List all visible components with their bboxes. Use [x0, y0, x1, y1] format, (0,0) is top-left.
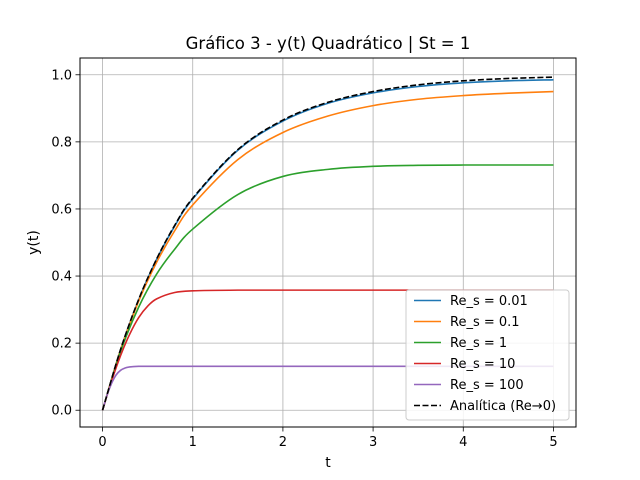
plot-area-frame — [79, 57, 577, 428]
y-tick-label: 0.4 — [51, 270, 72, 285]
series-lines — [101, 76, 554, 411]
y-tick-label: 0.2 — [51, 337, 72, 352]
series-line-4 — [101, 365, 554, 411]
legend-box — [405, 289, 570, 421]
chart-title: Gráfico 3 - y(t) Quadrático | St = 1 — [186, 34, 471, 53]
y-axis-label: y(t) — [26, 230, 42, 255]
legend: Re_s = 0.01 Re_s = 0.1 Re_s = 1 Re_s = 10 Re… — [405, 289, 570, 421]
x-tick-label: 3 — [369, 435, 377, 450]
legend-label-2: Re_s = 1 — [450, 336, 507, 351]
x-tick-label: 5 — [549, 435, 557, 450]
y-tick-label: 0.8 — [51, 135, 72, 150]
x-tick-label: 2 — [279, 435, 287, 450]
series-line-5 — [101, 76, 554, 411]
x-tick-label: 1 — [189, 435, 197, 450]
legend-label-4: Re_s = 100 — [450, 378, 524, 393]
y-tick-label: 0.6 — [51, 202, 72, 217]
legend-label-1: Re_s = 0.1 — [450, 315, 520, 330]
y-tick-label: 1.0 — [51, 68, 72, 83]
legend-label-0: Re_s = 0.01 — [450, 294, 528, 309]
legend-label-3: Re_s = 10 — [450, 357, 515, 372]
legend-label-5: Analítica (Re→0) — [450, 399, 556, 414]
series-line-2 — [101, 164, 554, 411]
axis-ticks: 0 1 2 3 4 5 0.0 0.2 0.4 0.6 0.8 1.0 — [51, 68, 557, 450]
series-line-3 — [101, 289, 554, 411]
x-tick-label: 0 — [98, 435, 106, 450]
x-axis-label: t — [325, 455, 331, 471]
x-tick-label: 4 — [459, 435, 467, 450]
y-tick-label: 0.0 — [51, 404, 72, 419]
